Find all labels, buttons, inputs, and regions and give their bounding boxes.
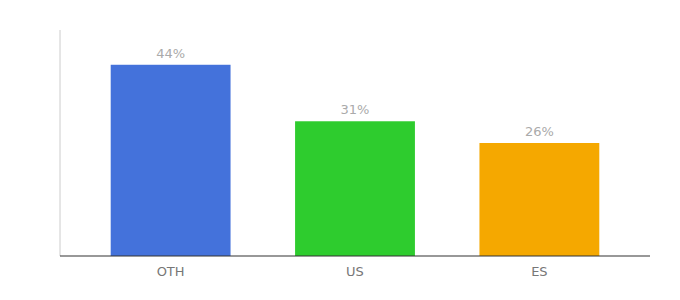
bar xyxy=(479,143,599,256)
x-tick-label: US xyxy=(346,264,364,279)
y-axis-line xyxy=(60,30,61,256)
bars xyxy=(111,65,600,256)
data-label: 44% xyxy=(156,46,185,61)
bar xyxy=(111,65,231,256)
x-tick-label: OTH xyxy=(157,264,185,279)
chart: OTH US ES 44% 31% 26% xyxy=(0,0,680,300)
x-tick-label: ES xyxy=(531,264,547,279)
data-label: 26% xyxy=(525,124,554,139)
bar xyxy=(295,121,415,256)
chart-container: OTH US ES 44% 31% 26% xyxy=(0,0,680,300)
data-label: 31% xyxy=(341,102,370,117)
x-axis-line xyxy=(60,255,650,256)
